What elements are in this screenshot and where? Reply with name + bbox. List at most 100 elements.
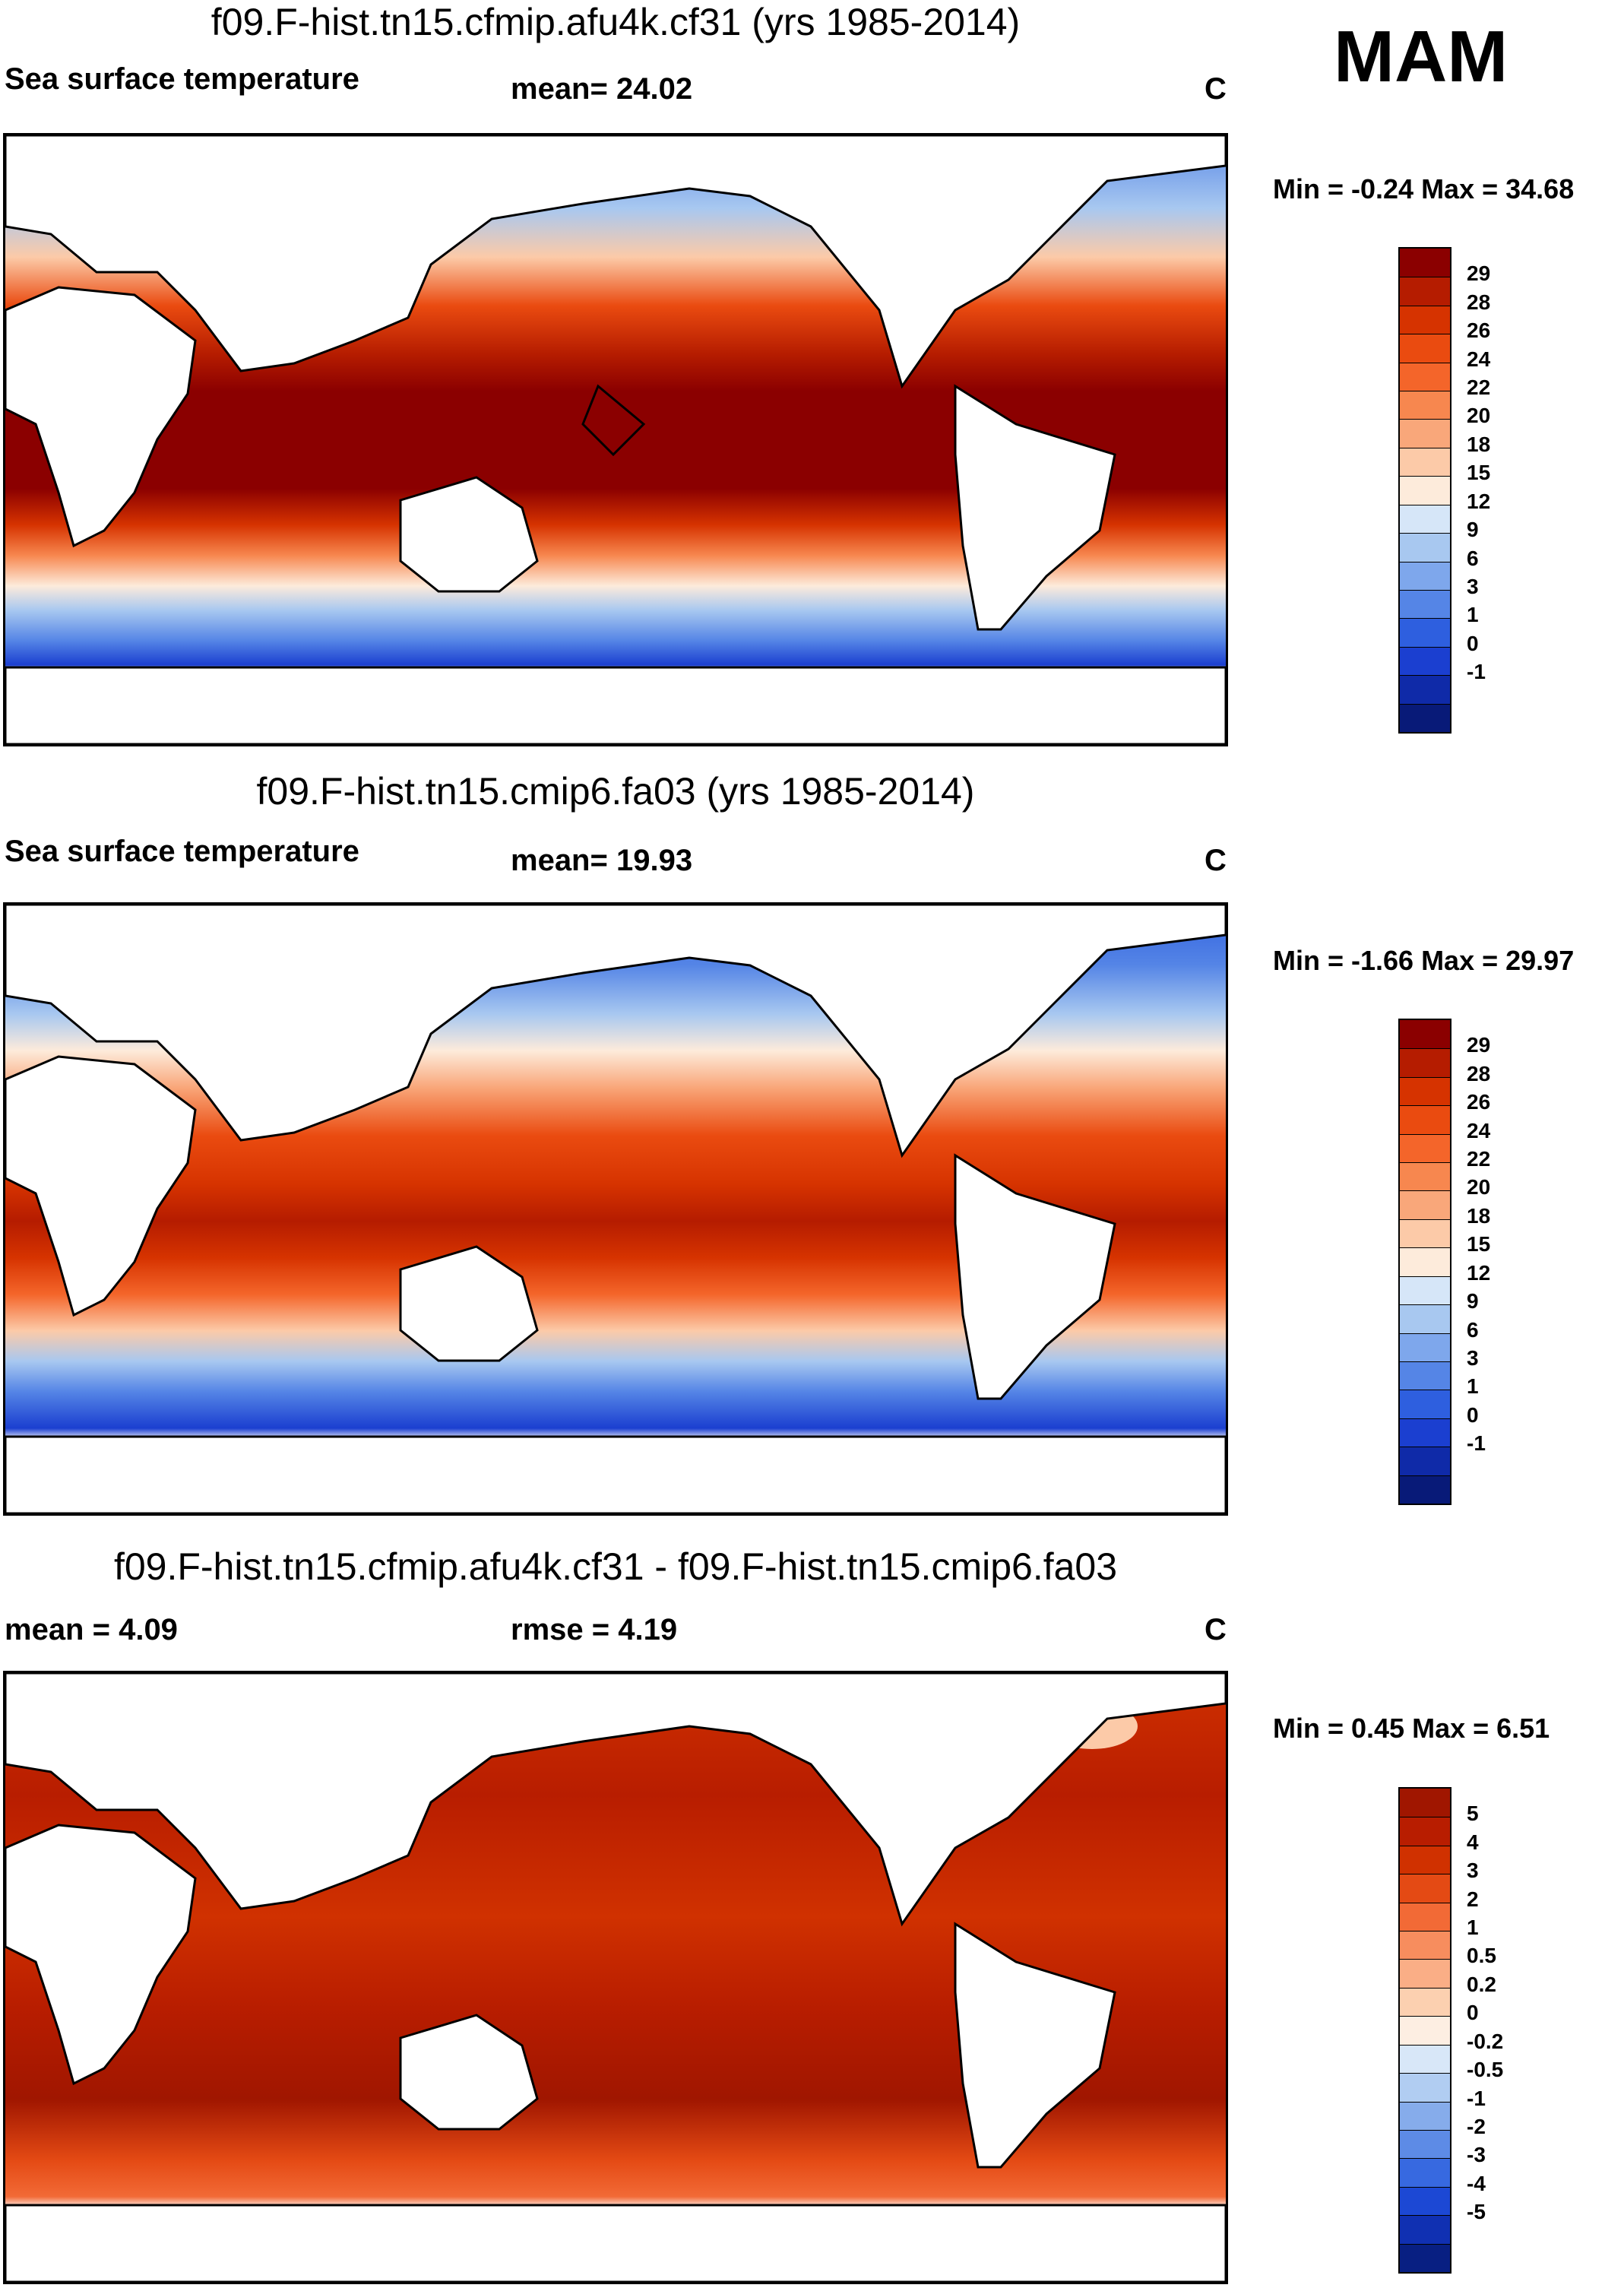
colorbar-swatch bbox=[1400, 1902, 1450, 1931]
colorbar-swatch bbox=[1400, 362, 1450, 391]
colorbar-tick-label: 1 bbox=[1467, 603, 1479, 627]
colorbar-tick-label: 24 bbox=[1467, 347, 1491, 371]
colorbar-tick-label: 26 bbox=[1467, 1090, 1491, 1114]
colorbar-tick-label: 6 bbox=[1467, 546, 1479, 570]
panel1-title: f09.F-hist.tn15.cfmip.afu4k.cf31 (yrs 19… bbox=[211, 1, 1021, 43]
colorbar-swatch bbox=[1400, 1390, 1450, 1418]
panel2-map bbox=[3, 902, 1228, 1516]
colorbar-tick-label: 9 bbox=[1467, 518, 1479, 542]
colorbar-swatch bbox=[1400, 249, 1450, 277]
panel1-land bbox=[5, 135, 1226, 744]
colorbar-swatch bbox=[1400, 1874, 1450, 1903]
colorbar-swatch bbox=[1400, 533, 1450, 562]
colorbar-swatch bbox=[1400, 703, 1450, 732]
panel3-map-svg bbox=[5, 1673, 1226, 2282]
panel2-map-svg bbox=[5, 905, 1226, 1513]
colorbar-tick-label: -1 bbox=[1467, 1431, 1486, 1456]
colorbar-swatch bbox=[1400, 1987, 1450, 2017]
panel3-mean-label: mean = 4.09 bbox=[5, 1613, 178, 1646]
colorbar-tick-label: -0.2 bbox=[1467, 2029, 1504, 2053]
colorbar-swatch bbox=[1400, 2215, 1450, 2244]
colorbar-tick-label: 18 bbox=[1467, 432, 1491, 456]
colorbar-tick-label: -5 bbox=[1467, 2200, 1486, 2224]
colorbar-swatch bbox=[1400, 1247, 1450, 1276]
colorbar-swatch bbox=[1400, 1475, 1450, 1504]
colorbar-tick-label: 15 bbox=[1467, 1232, 1491, 1256]
colorbar-swatch bbox=[1400, 1133, 1450, 1163]
colorbar-tick-label: 28 bbox=[1467, 1061, 1491, 1085]
colorbar-swatch bbox=[1400, 589, 1450, 619]
colorbar-tick-label: 29 bbox=[1467, 261, 1491, 286]
panel1-colorbar bbox=[1398, 247, 1451, 734]
colorbar-swatch bbox=[1400, 1789, 1450, 1817]
panel3-units-label: C bbox=[1205, 1613, 1227, 1646]
colorbar-swatch bbox=[1400, 1333, 1450, 1361]
colorbar-swatch bbox=[1400, 646, 1450, 676]
colorbar-tick-label: -3 bbox=[1467, 2143, 1486, 2167]
colorbar-swatch bbox=[1400, 305, 1450, 334]
panel2-land bbox=[5, 905, 1226, 1513]
colorbar-tick-label: -0.5 bbox=[1467, 2058, 1504, 2082]
colorbar-swatch bbox=[1400, 1162, 1450, 1191]
colorbar-tick-label: 3 bbox=[1467, 1345, 1479, 1370]
colorbar-swatch bbox=[1400, 1190, 1450, 1219]
colorbar-tick-label: 0.2 bbox=[1467, 1972, 1496, 1996]
panel1-mean-label: mean= 24.02 bbox=[511, 72, 693, 106]
panel3-map bbox=[3, 1671, 1228, 2284]
colorbar-swatch bbox=[1400, 1304, 1450, 1333]
colorbar-swatch bbox=[1400, 561, 1450, 590]
colorbar-tick-label: -2 bbox=[1467, 2114, 1486, 2138]
panel1-minmax: Min = -0.24 Max = 34.68 bbox=[1273, 173, 1575, 204]
panel3-land bbox=[5, 1673, 1226, 2282]
colorbar-swatch bbox=[1400, 1218, 1450, 1248]
panel3-colorbar bbox=[1398, 1787, 1451, 2274]
colorbar-swatch bbox=[1400, 277, 1450, 306]
colorbar-swatch bbox=[1400, 618, 1450, 647]
colorbar-swatch bbox=[1400, 2016, 1450, 2045]
colorbar-tick-label: -4 bbox=[1467, 2171, 1486, 2195]
colorbar-swatch bbox=[1400, 391, 1450, 420]
colorbar-tick-label: 18 bbox=[1467, 1203, 1491, 1228]
colorbar-swatch bbox=[1400, 2158, 1450, 2187]
colorbar-tick-label: 6 bbox=[1467, 1317, 1479, 1342]
colorbar-tick-label: 1 bbox=[1467, 1916, 1479, 1940]
panel2-title: f09.F-hist.tn15.cmip6.fa03 (yrs 1985-201… bbox=[256, 770, 975, 813]
colorbar-tick-label: 3 bbox=[1467, 1859, 1479, 1883]
panel1-map bbox=[3, 133, 1228, 746]
colorbar-swatch bbox=[1400, 419, 1450, 448]
colorbar-tick-label: 3 bbox=[1467, 574, 1479, 598]
colorbar-swatch bbox=[1400, 1959, 1450, 1988]
panel1-map-svg bbox=[5, 135, 1226, 744]
panel2-variable-label: Sea surface temperature bbox=[5, 835, 359, 868]
colorbar-tick-label: 28 bbox=[1467, 290, 1491, 314]
colorbar-tick-label: 2 bbox=[1467, 1887, 1479, 1911]
colorbar-swatch bbox=[1400, 476, 1450, 505]
colorbar-tick-label: 5 bbox=[1467, 1802, 1479, 1826]
colorbar-swatch bbox=[1400, 675, 1450, 704]
colorbar-swatch bbox=[1400, 2073, 1450, 2102]
colorbar-swatch bbox=[1400, 1105, 1450, 1134]
colorbar-swatch bbox=[1400, 1276, 1450, 1305]
colorbar-swatch bbox=[1400, 2186, 1450, 2216]
panel3-title: f09.F-hist.tn15.cfmip.afu4k.cf31 - f09.F… bbox=[113, 1545, 1118, 1588]
colorbar-swatch bbox=[1400, 2044, 1450, 2074]
colorbar-tick-label: 22 bbox=[1467, 376, 1491, 400]
colorbar-tick-label: 26 bbox=[1467, 318, 1491, 343]
colorbar-tick-label: -1 bbox=[1467, 660, 1486, 684]
colorbar-swatch bbox=[1400, 1076, 1450, 1106]
colorbar-swatch bbox=[1400, 1361, 1450, 1390]
colorbar-swatch bbox=[1400, 1817, 1450, 1846]
panel1-variable-label: Sea surface temperature bbox=[5, 62, 359, 96]
colorbar-tick-label: 1 bbox=[1467, 1374, 1479, 1399]
colorbar-tick-label: 0.5 bbox=[1467, 1944, 1496, 1968]
colorbar-swatch bbox=[1400, 2101, 1450, 2130]
colorbar-tick-label: 12 bbox=[1467, 1260, 1491, 1285]
colorbar-swatch bbox=[1400, 1418, 1450, 1447]
panel3-minmax: Min = 0.45 Max = 6.51 bbox=[1273, 1713, 1550, 1744]
panel2-colorbar bbox=[1398, 1019, 1451, 1505]
colorbar-swatch bbox=[1400, 2243, 1450, 2272]
colorbar-tick-label: 20 bbox=[1467, 1175, 1491, 1199]
colorbar-swatch bbox=[1400, 447, 1450, 477]
colorbar-tick-label: -1 bbox=[1467, 2086, 1486, 2110]
